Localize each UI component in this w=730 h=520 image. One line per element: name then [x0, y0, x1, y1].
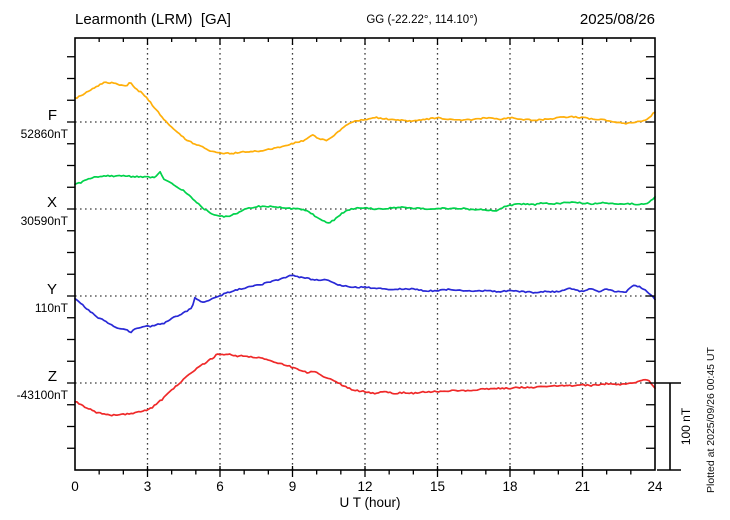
scale-bar-label: 100 nT [679, 407, 693, 445]
trace-label-Z: Z [48, 368, 57, 385]
trace-baseline-value-Z: -43100nT [17, 388, 69, 402]
x-tick-label-18: 18 [502, 479, 517, 494]
trace-layer [74, 81, 656, 417]
page-title: Learmonth (LRM) [GA] [75, 11, 231, 28]
trace-baseline-value-Y: 110nT [35, 301, 69, 315]
trace-baseline-value-F: 52860nT [21, 127, 69, 141]
plotted-at-label: Plotted at 2025/09/26 00:45 UT [705, 346, 717, 493]
x-tick-label-0: 0 [71, 479, 79, 494]
x-tick-label-21: 21 [575, 479, 590, 494]
x-tick-label-24: 24 [647, 479, 663, 494]
x-axis-title: U T (hour) [339, 495, 400, 510]
x-tick-label-15: 15 [430, 479, 445, 494]
x-tick-label-12: 12 [357, 479, 372, 494]
grid-layer [75, 38, 655, 470]
trace-label-Y: Y [47, 281, 57, 298]
trace-label-X: X [47, 194, 57, 211]
axis-layer [67, 37, 656, 477]
scale-bar [655, 382, 681, 471]
x-tick-label-9: 9 [289, 479, 297, 494]
trace-label-F: F [48, 107, 57, 124]
geo-coordinates-label: GG (-22.22°, 114.10°) [366, 14, 477, 26]
x-tick-label-3: 3 [144, 479, 152, 494]
trace-baseline-value-X: 30590nT [21, 214, 69, 228]
x-tick-label-6: 6 [216, 479, 224, 494]
date-label: 2025/08/26 [580, 11, 655, 28]
x-tick-label-layer: 0 3 6 9 12 15 18 21 24 [71, 479, 663, 494]
